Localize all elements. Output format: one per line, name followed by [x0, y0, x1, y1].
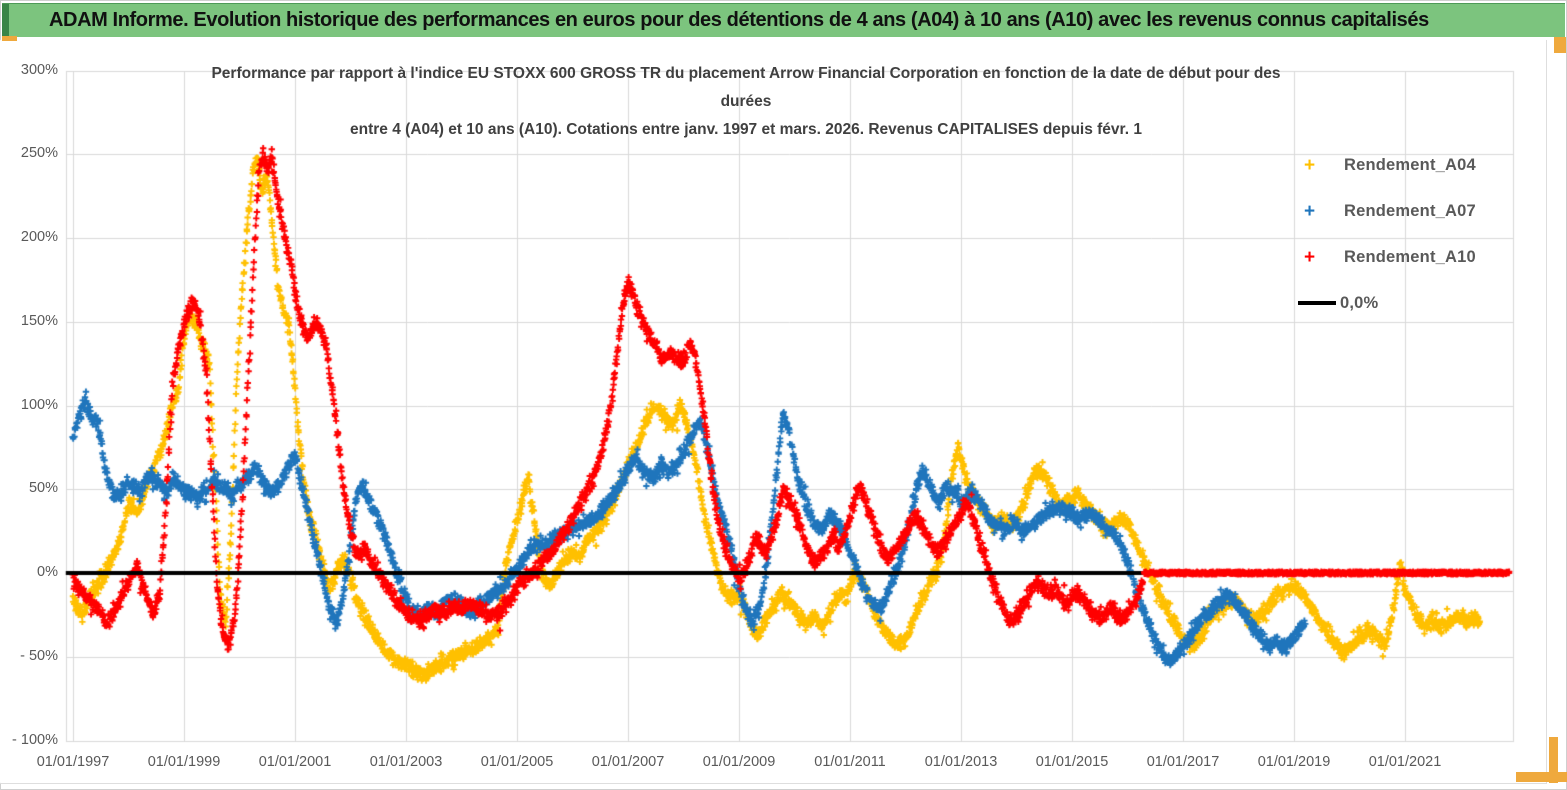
legend-item-rendement-a07[interactable]: + Rendement_A07 [1298, 188, 1508, 234]
y-tick-label: 300% [20, 61, 58, 78]
x-tick-label: 01/01/2017 [1146, 754, 1220, 770]
x-tick-label: 01/01/2019 [1257, 754, 1331, 770]
y-tick-label: 250% [20, 145, 58, 162]
x-tick-label: 01/01/2011 [814, 754, 886, 770]
chart-legend: + Rendement_A04 + Rendement_A07 + Rendement_A… [1298, 142, 1508, 326]
chart-title-line-2: durées [720, 93, 772, 110]
legend-item-0-0-[interactable]: 0,0% [1298, 280, 1508, 326]
zero-line-icon [1298, 301, 1336, 305]
sheet-title: ADAM Informe. Evolution historique des p… [49, 9, 1429, 31]
x-tick-label: 01/01/2003 [369, 754, 443, 770]
y-tick-label: 50% [28, 480, 58, 497]
x-tick-label: 01/01/2005 [480, 754, 554, 770]
legend-label: Rendement_A04 [1344, 155, 1476, 174]
y-tick-label: - 50% [20, 647, 58, 664]
selection-handle-bottom-right-vertical [1549, 737, 1558, 783]
x-tick-label: 01/01/2021 [1368, 754, 1442, 770]
y-tick-label: - 100% [12, 731, 58, 748]
y-tick-label: 150% [20, 312, 58, 329]
legend-item-rendement-a04[interactable]: + Rendement_A04 [1298, 142, 1508, 188]
selection-handle-top-left [2, 36, 17, 41]
legend-item-rendement-a10[interactable]: + Rendement_A10 [1298, 234, 1508, 280]
chart-title: Performance par rapport à l'indice EU ST… [66, 60, 1426, 144]
x-tick-label: 01/01/1997 [36, 754, 110, 770]
selection-handle-bottom-right-horizontal [1516, 772, 1567, 782]
legend-label: Rendement_A07 [1344, 201, 1476, 220]
y-tick-label: 100% [20, 396, 58, 413]
chart-object-frame [0, 40, 1547, 784]
x-tick-label: 01/01/2009 [702, 754, 776, 770]
x-tick-label: 01/01/2015 [1035, 754, 1109, 770]
header-accent-bar [2, 4, 9, 37]
x-tick-label: 01/01/1999 [147, 754, 221, 770]
x-tick-label: 01/01/2013 [924, 754, 998, 770]
plus-marker-icon: + [1304, 246, 1316, 268]
x-tick-label: 01/01/2007 [591, 754, 665, 770]
plus-marker-icon: + [1304, 200, 1316, 222]
x-tick-label: 01/01/2001 [258, 754, 332, 770]
selection-handle-top-right [1554, 37, 1566, 53]
y-tick-label: 0% [37, 564, 58, 580]
legend-label: 0,0% [1340, 293, 1379, 312]
chart-title-line-3: entre 4 (A04) et 10 ans (A10). Cotations… [350, 121, 1142, 138]
legend-label: Rendement_A10 [1344, 247, 1476, 266]
sheet-header-banner: ADAM Informe. Evolution historique des p… [2, 3, 1565, 37]
plus-marker-icon: + [1304, 154, 1316, 176]
y-tick-label: 200% [20, 229, 58, 245]
chart-title-line-1: Performance par rapport à l'indice EU ST… [211, 65, 1281, 82]
